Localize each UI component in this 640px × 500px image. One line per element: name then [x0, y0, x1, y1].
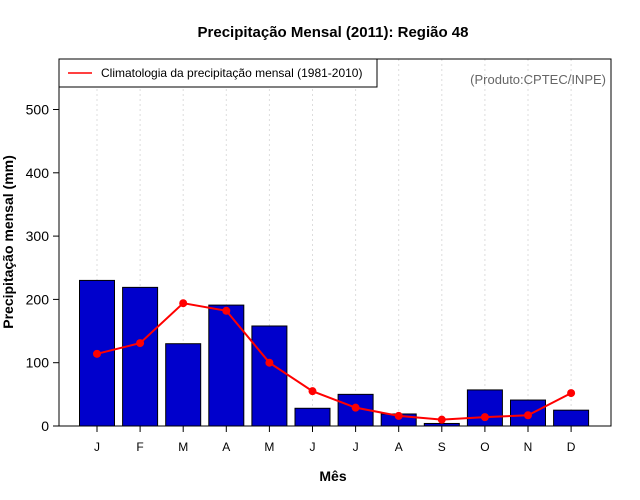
x-tick-label: N [524, 440, 533, 454]
y-tick-label: 0 [41, 418, 49, 434]
x-tick-label: S [438, 440, 446, 454]
y-tick-label: 100 [26, 355, 50, 371]
bar-m-3 [165, 343, 202, 427]
bar-a-4 [208, 304, 245, 427]
climatology-point-4 [222, 306, 231, 315]
climatology-point-1 [93, 349, 101, 358]
x-tick-label: J [353, 440, 359, 454]
climatology-point-3 [179, 299, 188, 308]
x-tick-label: A [395, 440, 403, 454]
x-tick-label: F [136, 440, 143, 454]
y-tick-label: 200 [26, 291, 50, 307]
climatology-polyline [96, 302, 572, 421]
credit-text: (Produto:CPTEC/INPE) [470, 72, 606, 87]
bar-d-12 [553, 409, 590, 427]
y-tick-label: 300 [26, 228, 50, 244]
x-tick-label: M [264, 440, 274, 454]
y-axis-label: Precipitação mensal (mm) [0, 155, 16, 329]
bar-j-6 [294, 407, 331, 427]
bars [79, 279, 590, 427]
x-tick-label: O [480, 440, 489, 454]
climatology-point-12 [567, 389, 576, 398]
bar-m-5 [251, 325, 288, 427]
x-tick-label: A [222, 440, 230, 454]
climatology-point-10 [480, 413, 489, 422]
legend: Climatologia da precipitação mensal (198… [58, 58, 378, 88]
climatology-point-11 [524, 411, 532, 420]
x-tick-label: D [567, 440, 576, 454]
climatology-line [93, 299, 576, 424]
legend-box [58, 58, 378, 88]
climatology-point-2 [136, 339, 145, 348]
climatology-point-8 [394, 411, 403, 420]
climatology-point-9 [437, 415, 446, 424]
climatology-point-7 [351, 403, 360, 412]
x-tick-label: J [310, 440, 316, 454]
climatology-point-6 [308, 387, 317, 396]
x-tick-label: J [94, 440, 100, 454]
bar-f-2 [122, 286, 159, 427]
y-tick-label: 500 [26, 102, 50, 118]
chart-title: Precipitação Mensal (2011): Região 48 [198, 24, 469, 41]
y-tick-label: 400 [26, 165, 50, 181]
x-tick-label: M [178, 440, 188, 454]
y-axis: 0 100 200 300 400 500 [26, 102, 59, 434]
climatology-point-5 [265, 358, 274, 367]
legend-label: Climatologia da precipitação mensal (198… [101, 66, 362, 80]
x-axis-label: Mês [319, 468, 346, 484]
